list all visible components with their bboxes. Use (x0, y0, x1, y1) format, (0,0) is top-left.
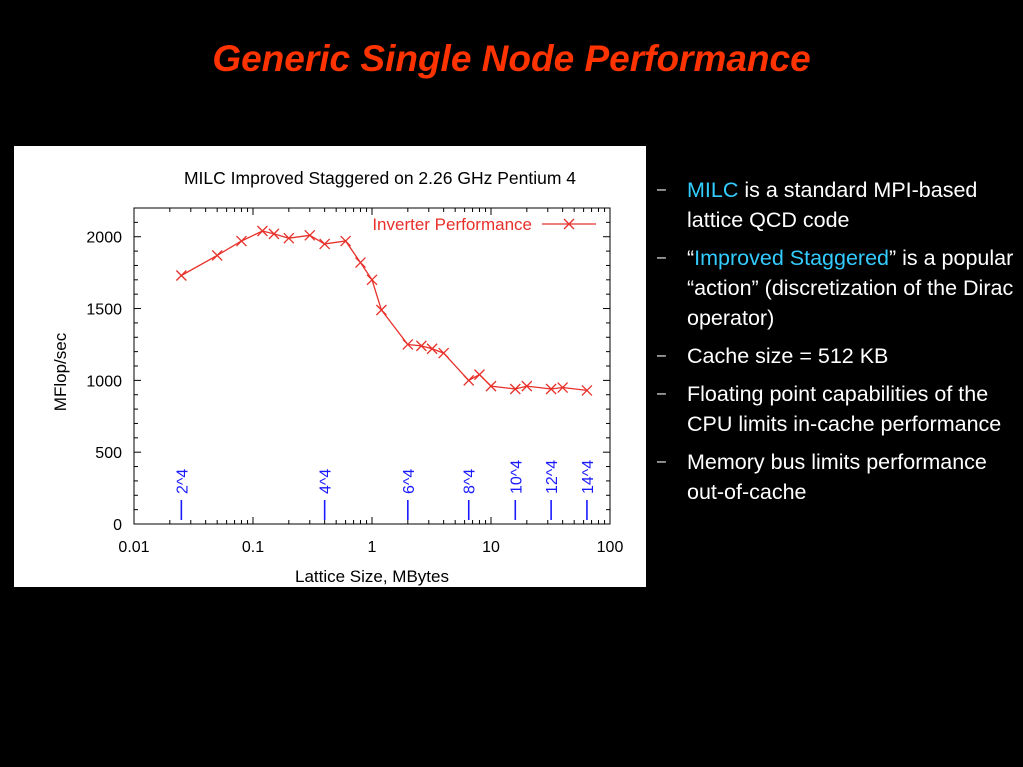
lattice-size-label: 4^4 (318, 469, 335, 494)
data-point (283, 232, 295, 244)
data-point (175, 270, 187, 281)
bullet-text: Floating point capabilities of the CPU l… (687, 382, 1002, 436)
plot-frame (133, 207, 611, 525)
y-axis-label: MFlop/sec (51, 332, 70, 411)
data-point (426, 343, 438, 355)
bullet-item: – Floating point capabilities of the CPU … (655, 379, 1017, 439)
x-tick-label: 0.1 (242, 539, 264, 556)
data-point (557, 382, 569, 394)
data-point (415, 340, 427, 352)
data-point (304, 229, 316, 241)
data-point (211, 249, 223, 261)
data-point (375, 304, 387, 316)
bullet-text: Memory bus limits performance out-of-cac… (687, 450, 987, 504)
series-line (181, 230, 587, 392)
bullet-dash: – (657, 249, 666, 266)
y-tick-label: 1500 (86, 302, 122, 319)
x-tick-label: 10 (482, 539, 500, 556)
lattice-size-label: 12^4 (544, 460, 561, 494)
data-point (402, 338, 414, 350)
y-tick-label: 1000 (86, 373, 122, 390)
bullet-text: is a standard MPI-based lattice QCD code (687, 178, 978, 232)
y-tick-label: 500 (95, 445, 122, 462)
data-point (319, 238, 331, 250)
legend-label: Inverter Performance (372, 215, 532, 234)
highlighted-term: Improved Staggered (694, 246, 889, 270)
data-point (463, 374, 475, 386)
x-axis-label: Lattice Size, MBytes (295, 567, 449, 586)
chart-title: MILC Improved Staggered on 2.26 GHz Pent… (184, 168, 576, 188)
lattice-size-label: 6^4 (401, 469, 418, 494)
chart-panel: MILC Improved Staggered on 2.26 GHz Pent… (14, 146, 646, 587)
data-point (256, 225, 268, 237)
data-point (581, 384, 593, 396)
bullet-item: – Cache size = 512 KB (655, 341, 1017, 371)
performance-chart: MILC Improved Staggered on 2.26 GHz Pent… (51, 168, 624, 586)
y-tick-label: 2000 (86, 230, 122, 247)
bullet-text: ” is a popular “action” (discretization … (687, 246, 1014, 330)
slide-title: Generic Single Node Performance (212, 38, 811, 79)
lattice-size-label: 14^4 (580, 460, 597, 494)
bullet-item: – MILC is a standard MPI-based lattice QC… (655, 175, 1017, 235)
bullet-text: Cache size = 512 KB (687, 344, 889, 368)
data-point (545, 383, 557, 395)
bullet-dash: – (657, 385, 666, 402)
data-point (438, 347, 450, 359)
bullet-list: – MILC is a standard MPI-based lattice QC… (655, 175, 1017, 515)
bullet-dash: – (657, 453, 666, 470)
data-point (340, 235, 352, 247)
data-point (366, 274, 378, 286)
data-point (355, 257, 366, 269)
lattice-size-label: 8^4 (462, 469, 479, 494)
bullet-dash: – (657, 181, 666, 198)
x-tick-label: 100 (597, 539, 624, 556)
data-point (268, 228, 280, 240)
x-tick-label: 0.01 (118, 539, 149, 556)
y-tick-label: 0 (113, 517, 122, 534)
data-point (236, 235, 247, 247)
lattice-size-label: 2^4 (174, 469, 191, 494)
lattice-size-label: 10^4 (508, 460, 525, 494)
bullet-item: – “Improved Staggered” is a popular “acti… (655, 243, 1017, 333)
data-point (474, 369, 485, 381)
highlighted-term: MILC (687, 178, 739, 202)
bullet-text: “ (687, 246, 695, 270)
x-tick-label: 1 (368, 539, 377, 556)
data-point (485, 380, 497, 392)
data-point (509, 383, 521, 395)
bullet-item: – Memory bus limits performance out-of-ca… (655, 447, 1017, 507)
legend-marker (563, 218, 575, 230)
data-point (521, 380, 533, 392)
bullet-dash: – (657, 347, 666, 364)
